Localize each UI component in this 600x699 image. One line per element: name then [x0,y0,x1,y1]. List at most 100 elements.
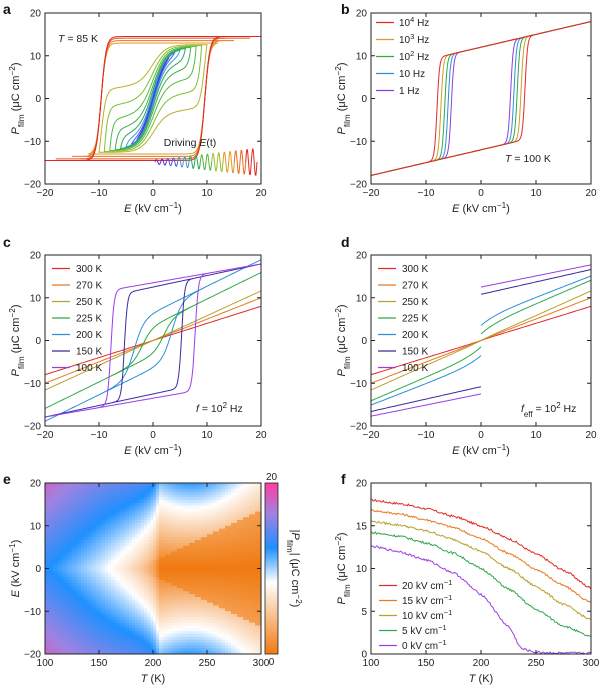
heatmap-cell [243,537,247,541]
heatmap-cell [192,548,196,552]
heatmap-cell [150,622,154,626]
heatmap-cell [228,619,232,624]
heatmap-cell [81,565,85,569]
heatmap-cell [66,525,70,529]
heatmap-cell [138,582,142,586]
heatmap-cell [117,636,121,641]
heatmap-cell [186,528,190,532]
heatmap-cell [90,614,94,618]
heatmap-cell [246,605,250,609]
heatmap-cell [237,522,241,527]
heatmap-cell [99,548,103,552]
heatmap-cell [231,636,235,641]
heatmap-cell [120,542,124,547]
heatmap-cell [213,642,217,646]
heatmap-cell [114,634,118,638]
heatmap-cell [129,619,133,624]
heatmap-cell [255,497,259,501]
heatmap-cell [105,559,109,564]
heatmap-cell [72,565,76,569]
heatmap-cell [162,551,166,555]
heatmap-cell [195,636,199,641]
heatmap-cell [201,585,205,589]
heatmap-cell [192,636,196,641]
heatmap-cell [177,619,181,624]
heatmap-cell [204,574,208,578]
heatmap-cell [210,540,214,544]
heatmap-cell [195,625,199,629]
heatmap-cell [90,528,94,532]
heatmap-cell [231,594,235,598]
heatmap-cell [81,554,85,558]
heatmap-cell [90,645,94,649]
heatmap-cell [222,485,226,490]
heatmap-cell [132,537,136,541]
heatmap-cell [66,517,70,521]
heatmap-cell [132,557,136,561]
heatmap-cell [129,557,133,561]
heatmap-cell [156,628,160,632]
heatmap-cell [255,619,259,624]
heatmap-cell [78,540,82,544]
heatmap-cell [78,599,82,604]
heatmap-cell [135,611,139,615]
heatmap-cell [258,651,261,654]
heatmap-cell [90,531,94,535]
heatmap-cell [177,599,181,604]
heatmap-cell [249,534,253,538]
heatmap-cell [207,591,211,595]
heatmap-cell [150,588,154,592]
heatmap-cell [222,571,226,575]
heatmap-cell [207,485,211,490]
heatmap-cell [138,517,142,521]
heatmap-cell [147,540,151,544]
heatmap-cell [255,565,259,569]
y-axis-label: Pfilm (μC cm−2) [334,305,352,377]
heatmap-cell [198,582,202,586]
heatmap-cell [237,651,241,654]
heatmap-cell [141,537,145,541]
heatmap-cell [87,585,91,589]
heatmap-cell [219,622,223,626]
heatmap-cell [129,614,133,618]
heatmap-cell [183,642,187,646]
heatmap-cell [177,517,181,521]
heatmap-cell [45,565,49,569]
heatmap-cell [150,542,154,547]
heatmap-cell [201,494,205,498]
heatmap-cell [81,505,85,510]
heatmap-cell [189,648,193,652]
heatmap-cell [180,571,184,575]
heatmap-cell [45,597,49,601]
heatmap-cell [195,540,199,544]
heatmap-cell [258,648,261,652]
heatmap-cell [234,574,238,578]
heatmap-cell [69,628,73,632]
heatmap-cell [243,597,247,601]
heatmap-cell [219,559,223,564]
heatmap-cell [216,559,220,564]
y-axis-label: Pfilm (μC cm−2) [334,533,352,605]
y-tick-label: 10 [356,564,368,575]
heatmap-cell [246,651,250,654]
heatmap-cell [249,588,253,592]
heatmap-cell [222,497,226,501]
heatmap-cell [189,565,193,569]
heatmap-cell [72,488,76,492]
heatmap-cell [237,591,241,595]
heatmap-cell [198,574,202,578]
heatmap-cell [150,585,154,589]
heatmap-cell [165,634,169,638]
heatmap-cell [165,485,169,490]
heatmap-cell [258,488,261,492]
heatmap-cell [201,628,205,632]
heatmap-cell [198,491,202,495]
heatmap-cell [135,502,139,507]
heatmap-cell [51,537,55,541]
heatmap-cell [117,591,121,595]
heatmap-cell [66,577,70,581]
heatmap-cell [117,568,121,572]
heatmap-cell [51,491,55,495]
heatmap-cell [204,582,208,586]
heatmap-cell [153,602,157,606]
